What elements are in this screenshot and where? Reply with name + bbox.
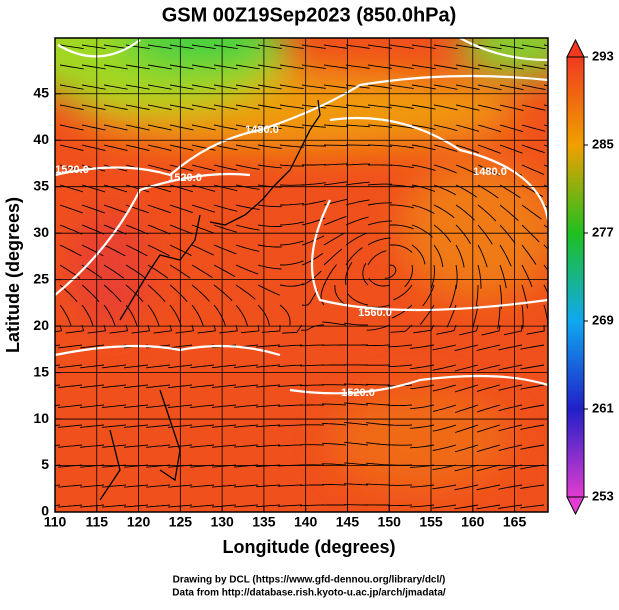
y-tick-label: 5 bbox=[41, 456, 49, 472]
contour-label: 1520.0 bbox=[168, 172, 202, 184]
colorbar-min-arrow bbox=[567, 497, 584, 514]
colorbar-tick-label: 253 bbox=[592, 488, 614, 503]
y-tick-label: 0 bbox=[41, 503, 49, 519]
contour-label: 1520.0 bbox=[341, 387, 375, 399]
y-axis-label: Latitude (degrees) bbox=[3, 197, 23, 353]
x-tick-label: 140 bbox=[294, 514, 318, 530]
footer-line: Drawing by DCL (https://www.gfd-dennou.o… bbox=[173, 575, 446, 586]
colorbar-tick-label: 293 bbox=[592, 48, 614, 63]
colorbar-tick-label: 277 bbox=[592, 224, 614, 239]
y-tick-label: 30 bbox=[33, 224, 49, 240]
streamline bbox=[280, 185, 304, 186]
x-tick-label: 120 bbox=[127, 514, 151, 530]
y-tick-label: 10 bbox=[33, 410, 49, 426]
colorbar-tick-label: 269 bbox=[592, 312, 614, 327]
streamline bbox=[388, 445, 412, 446]
y-tick-label: 25 bbox=[33, 270, 49, 286]
footer-line: Data from http://database.rish.kyoto-u.a… bbox=[172, 588, 446, 599]
y-tick-label: 15 bbox=[33, 363, 49, 379]
x-tick-label: 155 bbox=[419, 514, 443, 530]
contour-label: 1560.0 bbox=[358, 307, 392, 319]
colorbar bbox=[567, 57, 584, 497]
x-tick-label: 145 bbox=[336, 514, 360, 530]
x-tick-label: 150 bbox=[378, 514, 402, 530]
x-tick-label: 165 bbox=[503, 514, 527, 530]
y-tick-label: 40 bbox=[33, 131, 49, 147]
x-axis-label: Longitude (degrees) bbox=[222, 537, 395, 557]
colorbar-tick-label: 285 bbox=[592, 136, 614, 151]
streamline bbox=[368, 165, 392, 166]
contour-label: 1480.0 bbox=[473, 166, 507, 178]
colorbar-max-arrow bbox=[567, 40, 584, 57]
x-tick-label: 115 bbox=[85, 514, 108, 530]
chart-title: GSM 00Z19Sep2023 (850.0hPa) bbox=[162, 4, 457, 26]
y-tick-label: 45 bbox=[33, 84, 49, 100]
map-field: 1520.0 1520.0 1480.0 1480.0 1560.0 1520.0 bbox=[10, 0, 580, 512]
x-tick-label: 130 bbox=[210, 514, 234, 530]
contour-label: 1520.0 bbox=[55, 164, 89, 176]
x-tick-label: 160 bbox=[461, 514, 485, 530]
streamline bbox=[388, 425, 412, 426]
x-tick-label: 125 bbox=[169, 514, 193, 530]
colorbar-tick-label: 261 bbox=[592, 400, 614, 415]
streamline bbox=[346, 145, 370, 146]
x-tick-label: 135 bbox=[252, 514, 276, 530]
y-tick-label: 35 bbox=[33, 177, 49, 193]
y-tick-label: 20 bbox=[33, 317, 49, 333]
contour-label: 1480.0 bbox=[245, 124, 279, 136]
